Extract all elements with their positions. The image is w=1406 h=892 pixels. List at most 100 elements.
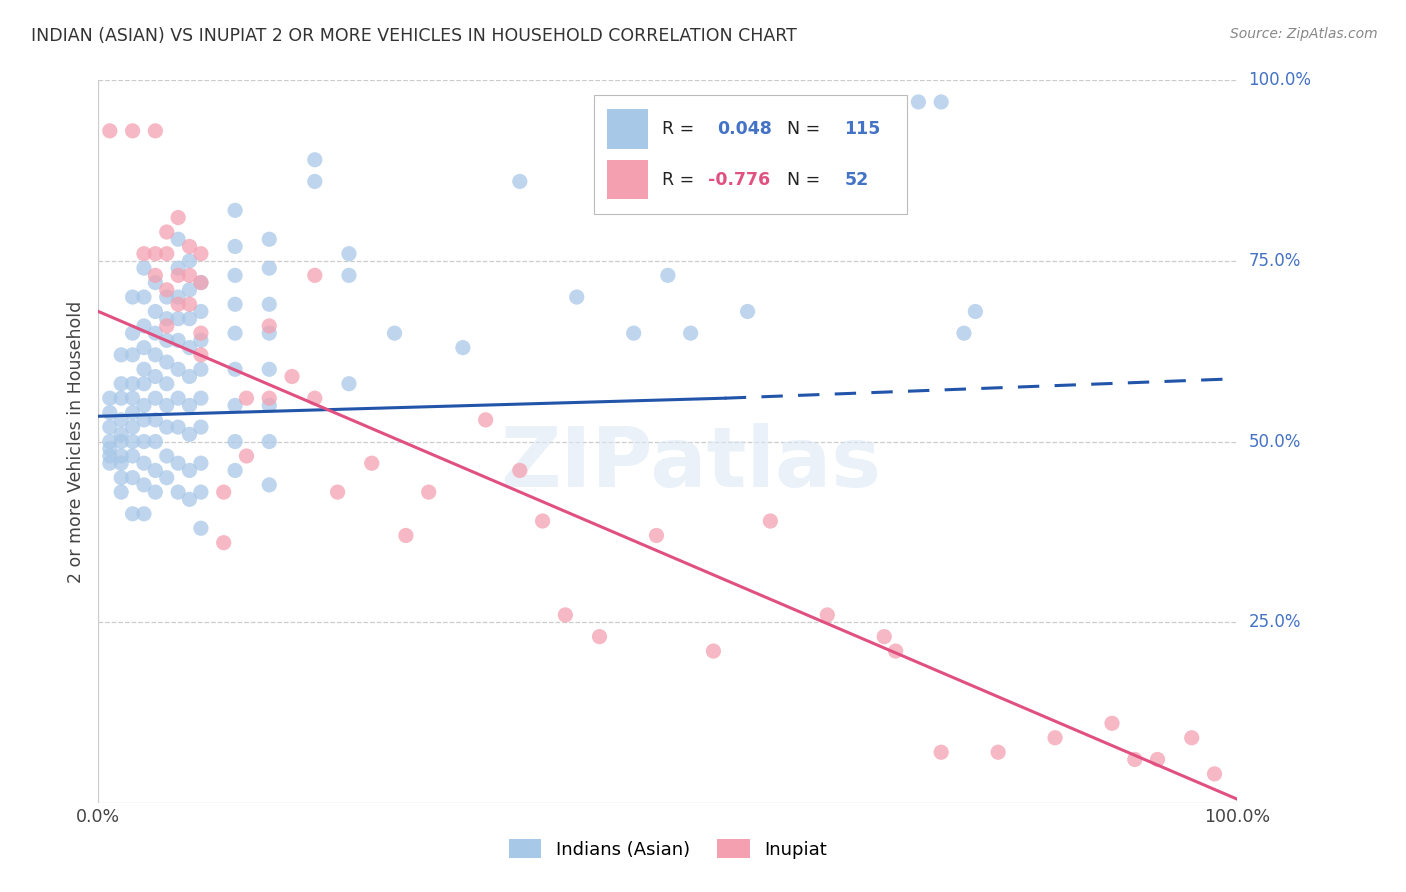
Text: 52: 52: [845, 171, 869, 189]
Point: [1123, 752, 1146, 766]
Point: [645, 528, 668, 542]
Point: [907, 95, 929, 109]
Point: [179, 427, 201, 442]
Point: [156, 470, 179, 484]
Point: [190, 326, 212, 340]
Point: [98, 456, 121, 470]
Point: [132, 398, 155, 412]
Point: [156, 318, 179, 333]
Point: [326, 485, 349, 500]
Point: [132, 290, 155, 304]
Point: [132, 507, 155, 521]
Point: [509, 174, 531, 188]
Point: [987, 745, 1010, 759]
Point: [167, 334, 190, 348]
Point: [588, 630, 610, 644]
Point: [1043, 731, 1066, 745]
Point: [167, 232, 190, 246]
Point: [179, 341, 201, 355]
Text: -0.776: -0.776: [707, 171, 770, 189]
Point: [98, 124, 121, 138]
Point: [179, 463, 201, 477]
Point: [259, 478, 281, 492]
Point: [304, 391, 326, 405]
Point: [259, 391, 281, 405]
Point: [224, 434, 246, 449]
Point: [167, 290, 190, 304]
Point: [929, 95, 952, 109]
Point: [259, 434, 281, 449]
Point: [418, 485, 440, 500]
Text: R =: R =: [662, 120, 700, 138]
Text: 50.0%: 50.0%: [1249, 433, 1301, 450]
Point: [98, 391, 121, 405]
Point: [815, 607, 838, 622]
Point: [395, 528, 418, 542]
Point: [167, 211, 190, 225]
Text: R =: R =: [662, 171, 700, 189]
Point: [156, 334, 179, 348]
Point: [156, 398, 179, 412]
Point: [132, 376, 155, 391]
Point: [132, 246, 155, 260]
Point: [259, 261, 281, 276]
Point: [259, 326, 281, 340]
Point: [167, 261, 190, 276]
Point: [679, 326, 702, 340]
Point: [224, 326, 246, 340]
Point: [156, 283, 179, 297]
Point: [98, 449, 121, 463]
Point: [360, 456, 382, 470]
Point: [98, 420, 121, 434]
Point: [179, 253, 201, 268]
Point: [179, 297, 201, 311]
Point: [259, 297, 281, 311]
Point: [190, 521, 212, 535]
Point: [337, 268, 360, 283]
Point: [98, 406, 121, 420]
Text: 25.0%: 25.0%: [1249, 613, 1301, 632]
Point: [1101, 716, 1123, 731]
Point: [212, 535, 235, 549]
Legend: Indians (Asian), Inupiat: Indians (Asian), Inupiat: [509, 839, 827, 859]
Point: [190, 276, 212, 290]
Text: 115: 115: [845, 120, 880, 138]
Text: ZIPatlas: ZIPatlas: [501, 423, 882, 504]
Point: [167, 485, 190, 500]
Point: [623, 326, 645, 340]
Point: [132, 413, 155, 427]
Point: [190, 362, 212, 376]
Point: [132, 341, 155, 355]
Point: [110, 456, 132, 470]
Point: [156, 246, 179, 260]
Point: [190, 348, 212, 362]
Point: [121, 470, 143, 484]
Point: [304, 174, 326, 188]
Point: [281, 369, 304, 384]
Point: [179, 492, 201, 507]
Point: [121, 376, 143, 391]
Point: [554, 607, 576, 622]
Point: [121, 420, 143, 434]
Point: [145, 391, 167, 405]
Point: [759, 514, 782, 528]
Point: [121, 348, 143, 362]
Bar: [607, 160, 648, 200]
Point: [1204, 767, 1226, 781]
Point: [224, 362, 246, 376]
Text: INDIAN (ASIAN) VS INUPIAT 2 OR MORE VEHICLES IN HOUSEHOLD CORRELATION CHART: INDIAN (ASIAN) VS INUPIAT 2 OR MORE VEHI…: [31, 27, 797, 45]
Point: [167, 391, 190, 405]
Point: [565, 290, 588, 304]
Text: Source: ZipAtlas.com: Source: ZipAtlas.com: [1230, 27, 1378, 41]
Point: [110, 427, 132, 442]
Bar: [607, 109, 648, 149]
Point: [121, 391, 143, 405]
Point: [110, 348, 132, 362]
Point: [1181, 731, 1204, 745]
Point: [145, 369, 167, 384]
Point: [190, 456, 212, 470]
Point: [98, 442, 121, 456]
Point: [145, 326, 167, 340]
Point: [337, 246, 360, 260]
Point: [190, 420, 212, 434]
